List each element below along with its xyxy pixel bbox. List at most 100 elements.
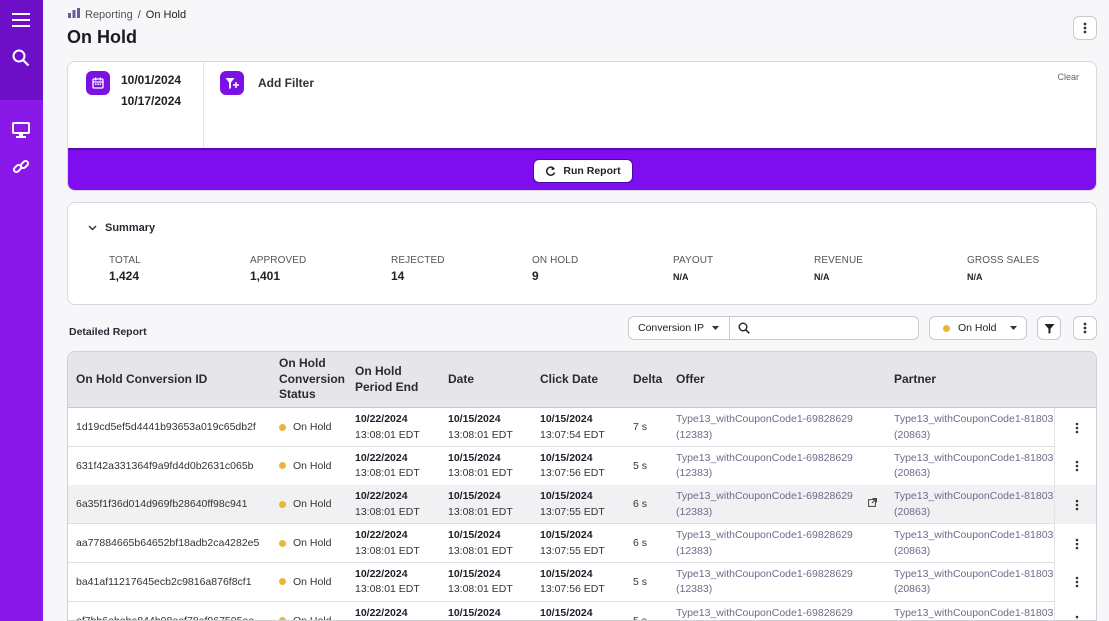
search-box[interactable] <box>729 316 919 340</box>
add-filter-button[interactable]: Add Filter <box>258 76 314 90</box>
breadcrumb-parent-link[interactable]: Reporting <box>85 8 133 21</box>
row-more-button[interactable] <box>1054 601 1096 620</box>
more-vertical-icon <box>1075 460 1078 472</box>
offer-link[interactable]: Type13_withCouponCode1-69828629 (12383) <box>676 567 853 598</box>
row-more-button[interactable] <box>1054 485 1096 525</box>
header-line: On Hold <box>279 356 326 370</box>
stat-label: ON HOLD <box>532 255 579 266</box>
run-report-button[interactable]: Run Report <box>533 159 633 183</box>
link-icon[interactable] <box>10 156 32 178</box>
table-row[interactable]: ba41af11217645ecb2c9816a876f8cf1 On Hold 1… <box>68 562 1096 602</box>
date-range[interactable]: 10/01/2024 10/17/2024 <box>68 62 204 150</box>
click-time: 13:07:55 EDT <box>540 505 605 518</box>
partner-name: Type13_withCouponCode1-81803 <box>894 606 1054 619</box>
click-date-cell: 10/15/2024 13:07:54 EDT <box>540 412 605 443</box>
conversion-status: On Hold <box>279 498 332 510</box>
click-date: 10/15/2024 <box>540 490 593 503</box>
partner-link[interactable]: Type13_withCouponCode1-81803 <box>894 606 1053 621</box>
click-time: 13:07:55 EDT <box>540 544 605 557</box>
table-row[interactable]: ef7bb6ebeba844b98eef78af967505ee On Hold 1… <box>68 601 1096 621</box>
conversion-id: ef7bb6ebeba844b98eef78af967505ee <box>76 614 255 621</box>
search-field-select[interactable]: Conversion IP <box>628 316 730 340</box>
header-period-end[interactable]: On Hold Period End <box>355 364 418 395</box>
on-hold-status-dot <box>943 324 950 332</box>
offer-link[interactable]: Type13_withCouponCode1-69828629 (12383) <box>676 451 853 482</box>
period-end-date: 10/22/2024 <box>355 567 408 580</box>
partner-link[interactable]: Type13_withCouponCode1-81803 (20863) <box>894 412 1053 443</box>
start-date[interactable]: 10/01/2024 <box>121 73 182 87</box>
more-vertical-icon <box>1075 576 1078 588</box>
table-row[interactable]: 631f42a331364f9a9fd4d0b2631c065b On Hold 1… <box>68 446 1096 486</box>
conversion-time: 13:08:01 EDT <box>448 467 513 480</box>
period-end-time: 13:08:01 EDT <box>355 583 420 596</box>
offer-id: (12383) <box>676 583 713 596</box>
header-date[interactable]: Date <box>448 372 475 386</box>
offer-link[interactable]: Type13_withCouponCode1-69828629 (12383) <box>676 528 853 559</box>
period-end-date: 10/22/2024 <box>355 413 408 425</box>
header-delta[interactable]: Delta <box>633 372 663 386</box>
offer-id: (12383) <box>676 505 713 518</box>
status-filter-select[interactable]: On Hold <box>929 316 1027 340</box>
calendar-icon[interactable] <box>86 71 110 95</box>
row-more-button[interactable] <box>1054 562 1096 602</box>
on-hold-status-dot <box>279 578 286 586</box>
breadcrumb-separator: / <box>137 8 141 21</box>
conversion-date: 10/15/2024 <box>448 451 501 464</box>
search-input[interactable] <box>756 322 911 334</box>
partner-name: Type13_withCouponCode1-81803 <box>894 451 1054 464</box>
stat-gross-sales: GROSS SALES N/A <box>967 255 1039 282</box>
header-conversion-id[interactable]: On Hold Conversion ID <box>76 372 208 386</box>
summary-toggle[interactable]: Summary <box>88 222 155 234</box>
offer-id: (12383) <box>676 544 713 557</box>
header-line: On Hold <box>355 364 402 378</box>
stat-label: REVENUE <box>814 255 864 266</box>
partner-name: Type13_withCouponCode1-81803 <box>894 490 1054 503</box>
header-conversion-status[interactable]: On Hold Conversion Status <box>279 356 345 403</box>
header-offer[interactable]: Offer <box>676 372 705 386</box>
offer-link[interactable]: Type13_withCouponCode1-69828629 (12383) <box>676 489 853 520</box>
monitor-icon[interactable] <box>10 119 32 141</box>
refresh-icon <box>546 165 556 176</box>
menu-icon[interactable] <box>10 9 32 31</box>
clear-filters-link[interactable]: Clear <box>1057 72 1079 82</box>
stat-value: 1,401 <box>250 269 281 283</box>
end-date[interactable]: 10/17/2024 <box>121 94 182 108</box>
search-icon <box>738 322 750 334</box>
stat-value: 9 <box>532 269 539 283</box>
table-more-button[interactable] <box>1073 316 1097 340</box>
row-more-button[interactable] <box>1054 446 1096 486</box>
row-more-button[interactable] <box>1054 524 1096 564</box>
partner-link[interactable]: Type13_withCouponCode1-81803 (20863) <box>894 489 1053 520</box>
period-end-date: 10/22/2024 <box>355 451 408 464</box>
add-filter-icon[interactable] <box>220 71 244 95</box>
chart-icon <box>68 8 80 21</box>
status-label: On Hold <box>293 498 332 511</box>
partner-link[interactable]: Type13_withCouponCode1-81803 (20863) <box>894 451 1053 482</box>
partner-link[interactable]: Type13_withCouponCode1-81803 (20863) <box>894 567 1053 598</box>
delta-value: 5 s <box>633 614 648 621</box>
partner-name: Type13_withCouponCode1-81803 <box>894 413 1054 425</box>
search-icon[interactable] <box>10 47 32 69</box>
table-filter-button[interactable] <box>1037 316 1061 340</box>
table-row[interactable]: 1d19cd5ef5d4441b93653a019c65db2f On Hold 1… <box>68 408 1096 447</box>
stat-value: N/A <box>814 272 830 282</box>
table-row[interactable]: aa77884665b64652bf18adb2ca4282e5 On Hold 1… <box>68 524 1096 564</box>
header-click-date[interactable]: Click Date <box>540 372 599 386</box>
stat-label: TOTAL <box>109 255 141 266</box>
partner-link[interactable]: Type13_withCouponCode1-81803 (20863) <box>894 528 1053 559</box>
partner-id: (20863) <box>894 505 931 518</box>
header-partner[interactable]: Partner <box>894 372 937 386</box>
offer-link[interactable]: Type13_withCouponCode1-69828629 <box>676 606 853 621</box>
offer-link[interactable]: Type13_withCouponCode1-69828629 (12383) <box>676 412 853 443</box>
row-more-button[interactable] <box>1054 408 1096 447</box>
conversion-date: 10/15/2024 <box>448 606 501 619</box>
offer-name: Type13_withCouponCode1-69828629 <box>676 451 853 464</box>
external-link-icon[interactable] <box>868 498 877 508</box>
page-more-button[interactable] <box>1073 16 1097 40</box>
delta-value: 6 s <box>633 537 648 550</box>
header-line: Conversion <box>279 371 346 386</box>
table-row[interactable]: 6a35f1f36d014d969fb28640ff98c941 On Hold 1… <box>68 485 1096 525</box>
click-date: 10/15/2024 <box>540 529 593 542</box>
status-label: On Hold <box>293 614 332 621</box>
on-hold-status-dot <box>279 462 286 470</box>
